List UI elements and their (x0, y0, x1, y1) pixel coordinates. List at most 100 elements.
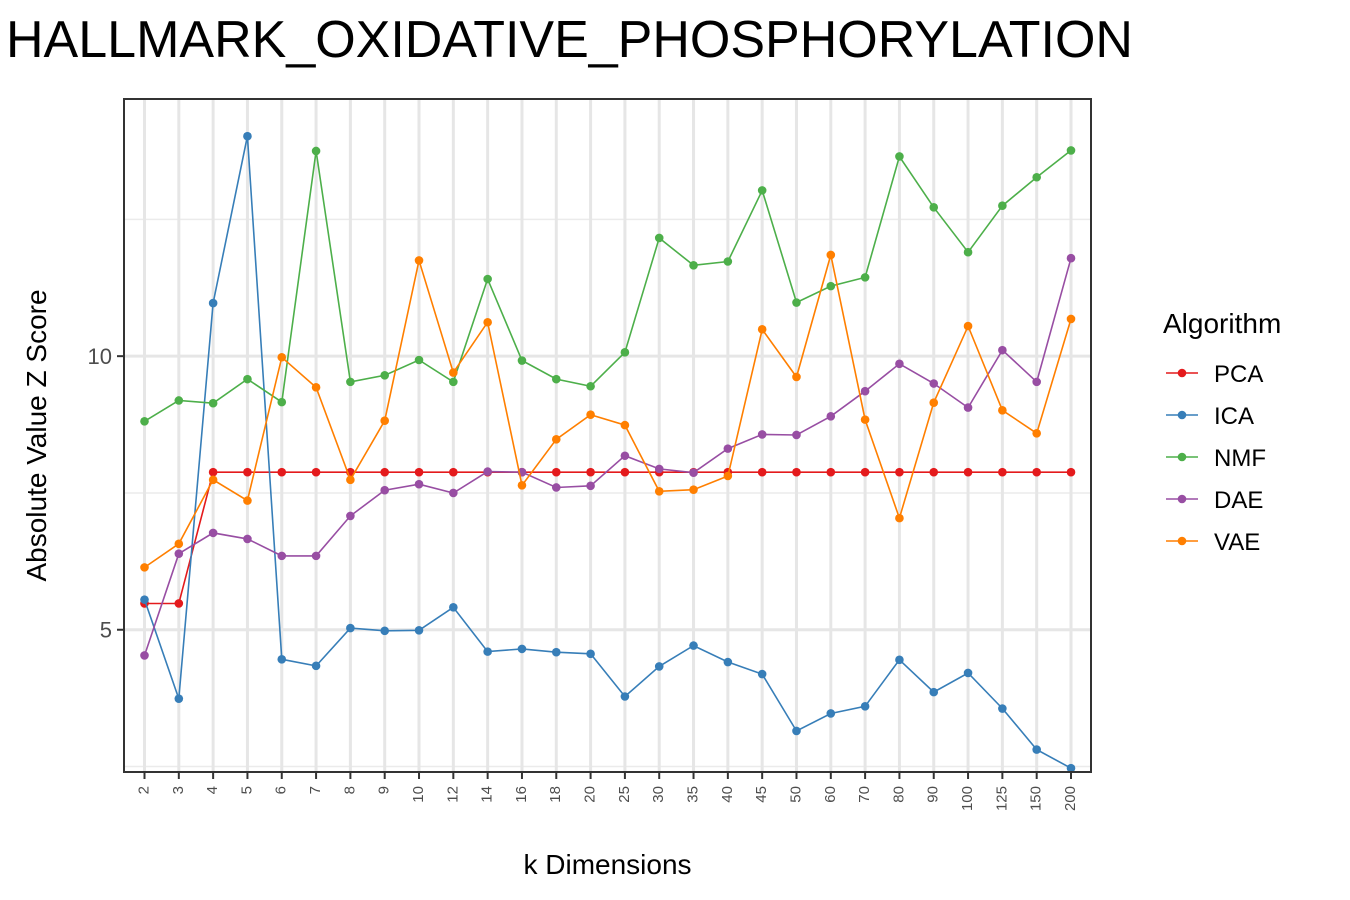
x-tick-label: 200 (1062, 786, 1079, 811)
x-tick-label: 125 (993, 786, 1010, 811)
data-point-ica (311, 661, 321, 671)
legend-label-pca: PCA (1214, 361, 1263, 388)
x-tick-label: 8 (341, 786, 358, 794)
data-point-vae (689, 485, 698, 494)
data-point-dae (620, 451, 630, 461)
data-point-ica (449, 603, 458, 612)
legend-label-dae: DAE (1214, 487, 1263, 514)
data-point-nmf (654, 233, 664, 243)
data-point-ica (551, 647, 561, 657)
x-tick-label: 20 (582, 786, 599, 803)
data-point-vae (929, 398, 939, 407)
data-point-pca (929, 467, 939, 477)
legend-label-vae: VAE (1214, 529, 1260, 556)
plot-border (123, 98, 1092, 773)
data-point-pca (243, 467, 252, 477)
data-point-dae (277, 551, 287, 561)
series-line-nmf (144, 149, 1072, 422)
series-layer (140, 131, 1076, 773)
data-point-nmf (586, 381, 595, 391)
data-point-ica (517, 644, 527, 654)
data-point-dae (243, 534, 252, 544)
series-line-vae (144, 254, 1072, 569)
data-point-dae (551, 483, 561, 492)
data-point-vae (757, 325, 767, 334)
data-point-vae (551, 435, 561, 444)
x-tick-label: 25 (616, 786, 633, 803)
series-ica (140, 131, 1076, 773)
data-point-pca (895, 467, 904, 477)
data-point-dae (483, 467, 492, 476)
data-point-dae (654, 464, 664, 474)
series-line-ica (143, 136, 1072, 769)
data-point-vae (517, 480, 527, 490)
data-point-vae (723, 471, 733, 481)
data-point-pca (414, 467, 424, 477)
data-point-ica (208, 298, 218, 308)
data-point-vae (860, 415, 870, 424)
data-point-ica (929, 687, 939, 697)
data-point-dae (380, 485, 390, 495)
data-point-nmf (792, 298, 801, 307)
data-point-nmf (517, 356, 527, 365)
data-point-ica (689, 641, 698, 650)
data-point-nmf (1032, 172, 1041, 182)
x-tick-label: 5 (238, 786, 255, 794)
legend: Algorithm PCA ICA NMF DAE VAE (1163, 308, 1281, 556)
x-tick-label: 16 (513, 786, 530, 803)
data-point-nmf (277, 397, 287, 407)
data-point-ica (1032, 745, 1041, 754)
legend-marker-pca (1177, 368, 1187, 378)
data-point-ica (380, 626, 390, 636)
data-point-vae (483, 317, 492, 327)
data-point-dae (929, 379, 939, 388)
data-point-vae (311, 383, 321, 392)
data-point-ica (860, 702, 870, 711)
data-point-nmf (689, 261, 698, 270)
data-point-ica (757, 669, 767, 679)
data-point-dae (414, 479, 424, 489)
x-tick-label: 150 (1028, 786, 1045, 811)
data-point-dae (757, 430, 767, 439)
data-point-dae (895, 359, 904, 369)
data-point-vae (963, 321, 973, 331)
x-tick-label: 45 (753, 786, 770, 803)
x-tick-label: 30 (650, 786, 667, 803)
data-point-ica (963, 668, 973, 678)
data-point-ica (586, 649, 595, 659)
x-tick-label: 90 (925, 786, 942, 803)
data-point-ica (346, 623, 355, 633)
series-line-dae (143, 257, 1072, 656)
legend-label-ica: ICA (1214, 403, 1254, 430)
data-point-ica (1066, 763, 1076, 773)
data-point-nmf (449, 377, 458, 387)
y-tick-label: 10 (88, 344, 112, 369)
data-point-pca (826, 467, 836, 477)
data-point-dae (723, 444, 733, 453)
data-point-pca (380, 467, 390, 477)
x-tick-label: 10 (410, 786, 427, 803)
data-point-ica (174, 694, 184, 703)
data-point-pca (620, 467, 630, 477)
legend-marker-ica (1177, 410, 1187, 420)
data-point-nmf (929, 203, 939, 212)
x-tick-label: 100 (959, 786, 976, 811)
data-point-vae (449, 368, 458, 377)
data-point-vae (998, 406, 1007, 415)
data-point-vae (414, 256, 424, 265)
series-line-pca (144, 471, 1071, 605)
x-tick-label: 60 (822, 786, 839, 803)
data-point-vae (380, 416, 390, 426)
y-axis-title: Absolute Value Z Score (21, 289, 52, 581)
series-dae (140, 253, 1076, 660)
legend-marker-nmf (1177, 452, 1187, 462)
data-point-pca (963, 467, 973, 477)
data-point-ica (140, 595, 149, 604)
data-point-nmf (140, 416, 149, 426)
data-point-nmf (551, 374, 561, 384)
data-point-dae (208, 528, 218, 538)
data-point-ica (414, 625, 424, 635)
data-point-nmf (346, 377, 355, 387)
data-point-vae (174, 539, 184, 549)
data-point-dae (1032, 377, 1041, 387)
